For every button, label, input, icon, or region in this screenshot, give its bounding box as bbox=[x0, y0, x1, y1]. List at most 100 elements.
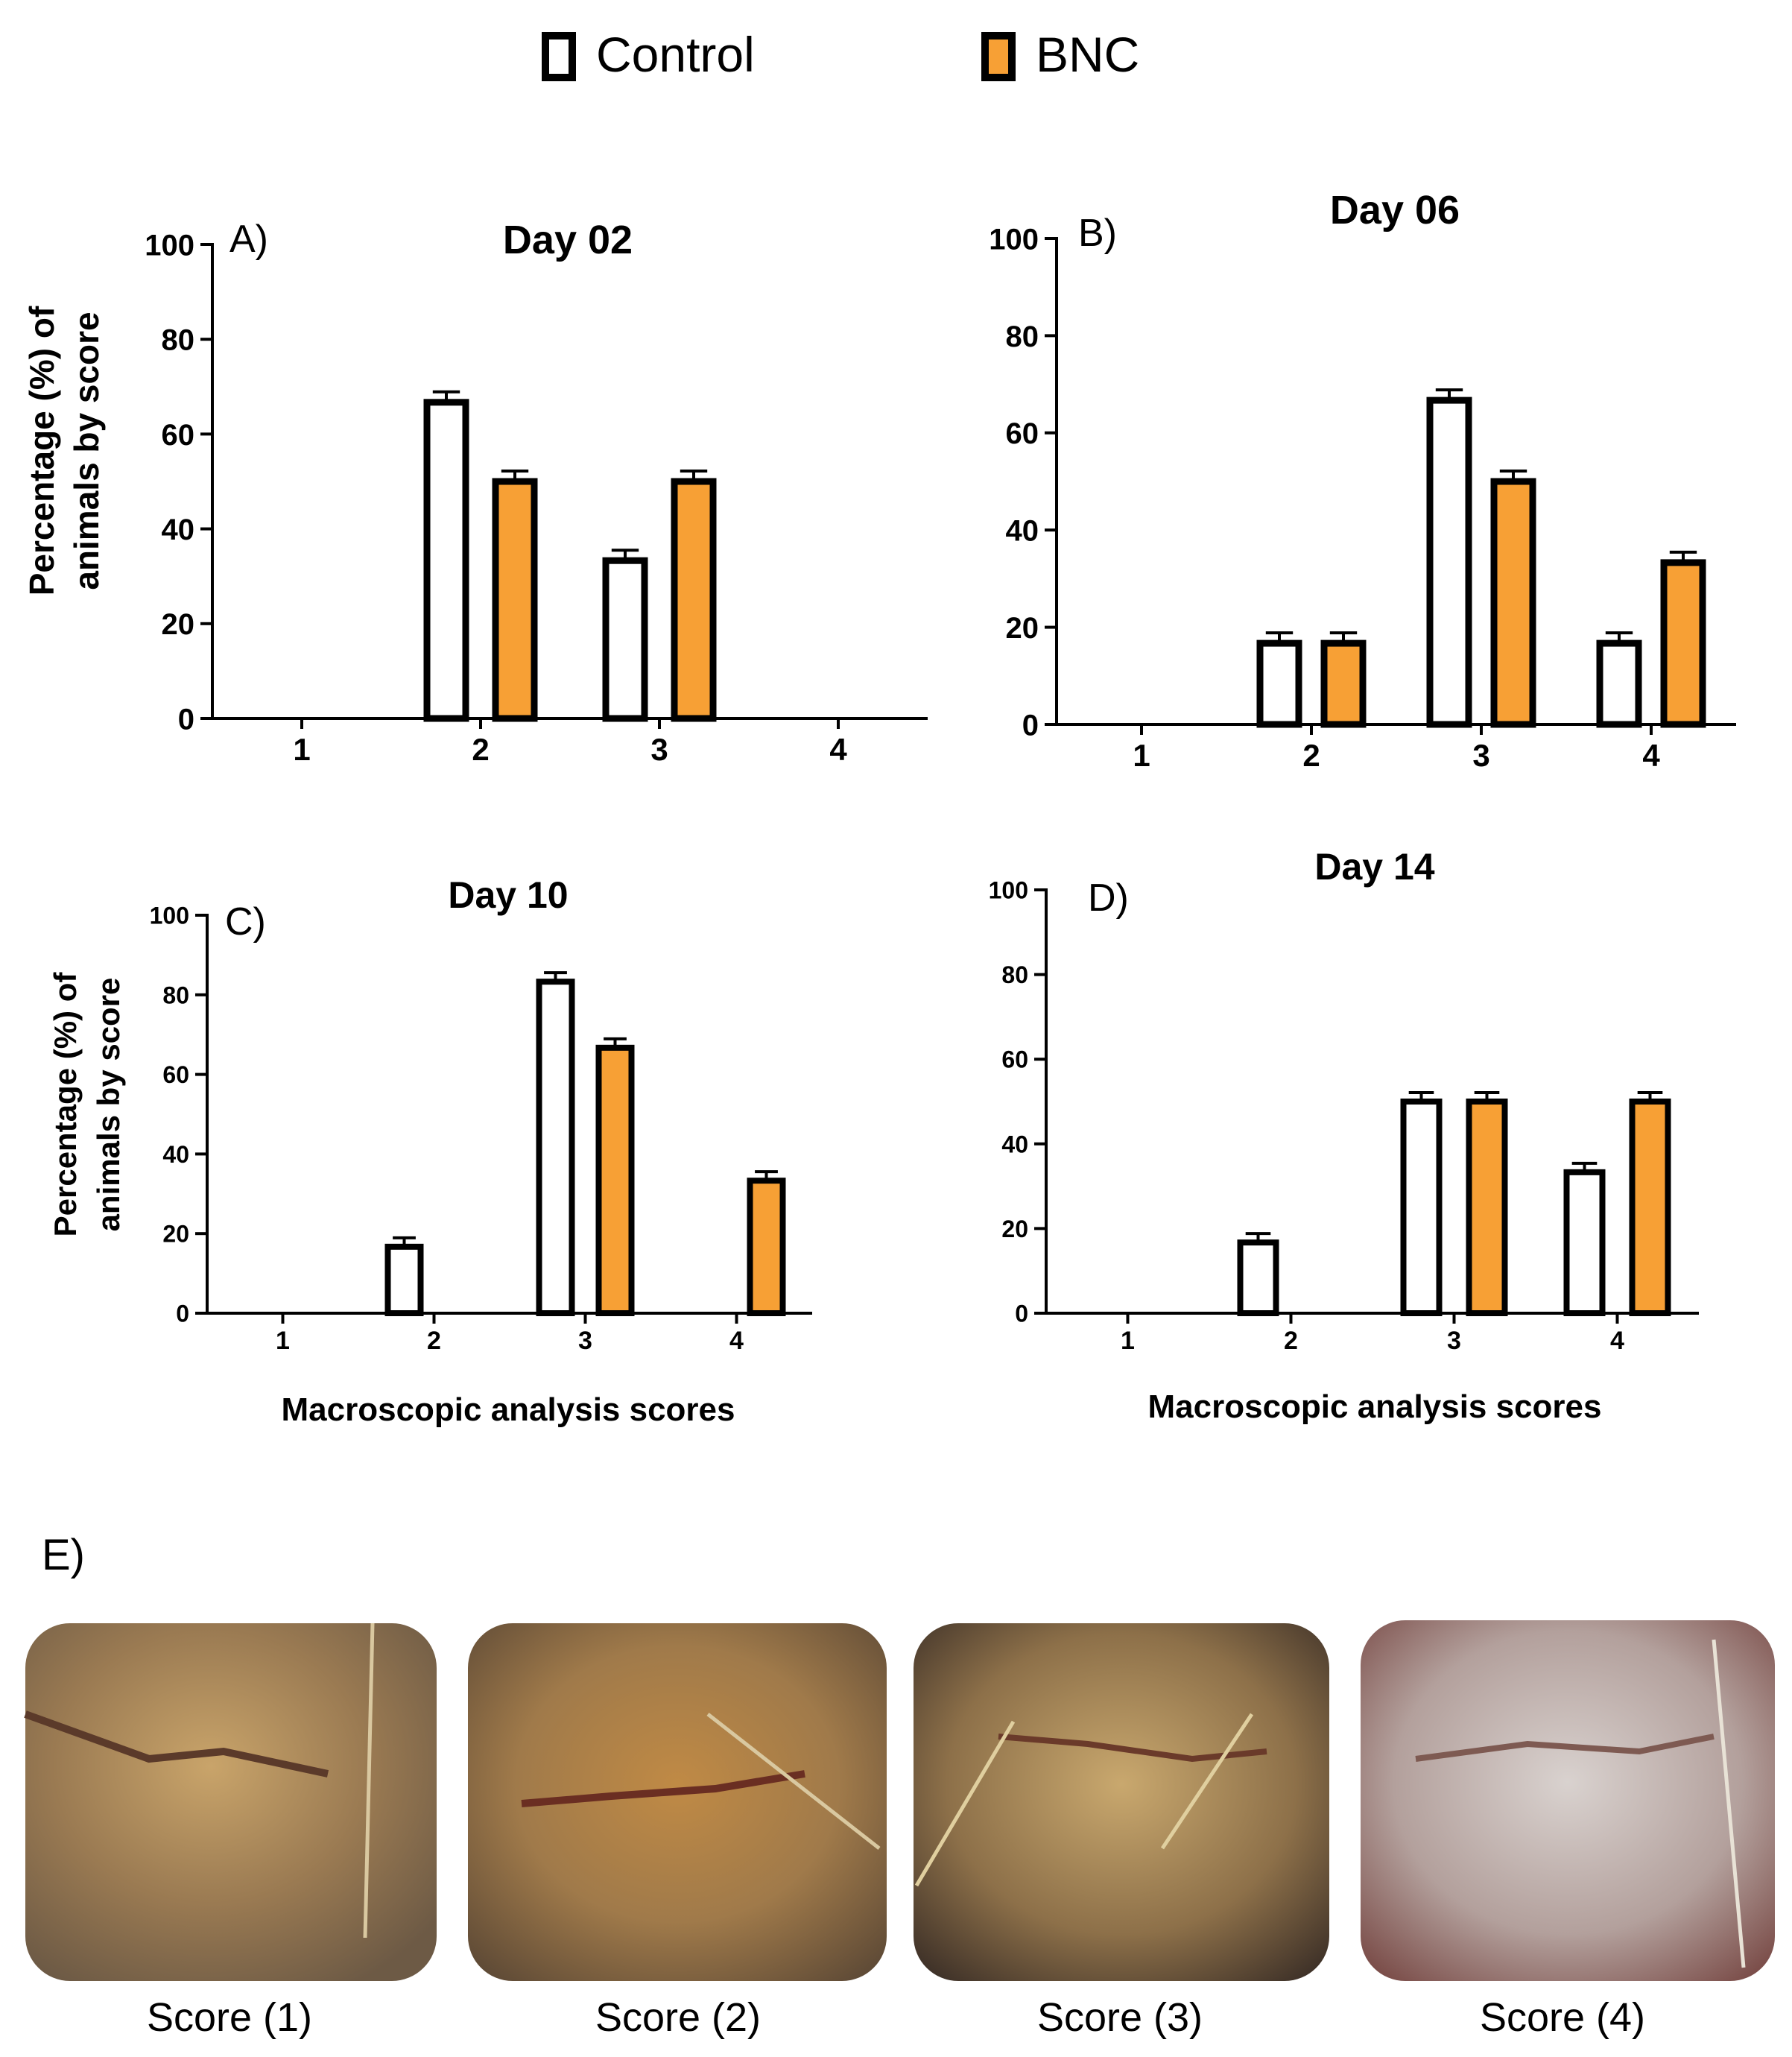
error-bar-bnc-score-4 bbox=[1637, 1091, 1663, 1102]
photo-score-2: Score (2) bbox=[468, 1623, 887, 2040]
legend-label-control: Control bbox=[596, 27, 755, 82]
error-bar-control-score-3 bbox=[1435, 388, 1463, 401]
y-tick-label: 20 bbox=[1001, 1216, 1028, 1242]
y-tick-label: 80 bbox=[162, 324, 195, 357]
bar-control-score-2 bbox=[1256, 639, 1302, 728]
x-tick-label: 1 bbox=[293, 732, 310, 767]
y-axis-title-line2: animals by score bbox=[67, 312, 106, 590]
y-tick-label: 60 bbox=[162, 1061, 189, 1088]
x-tick-label: 4 bbox=[829, 732, 847, 767]
photo-caption: Score (1) bbox=[147, 1995, 312, 2040]
error-bar-control-score-3 bbox=[611, 549, 639, 561]
error-bar-bnc-score-3 bbox=[1474, 1091, 1500, 1102]
y-tick-label: 100 bbox=[145, 229, 194, 262]
x-tick-label: 1 bbox=[1133, 738, 1150, 773]
x-tick-label: 4 bbox=[1610, 1327, 1624, 1355]
error-bar-control-score-4 bbox=[1571, 1161, 1598, 1172]
bar-control-score-3 bbox=[1400, 1099, 1443, 1316]
bar-bnc-score-3 bbox=[1466, 1099, 1508, 1316]
panel-a-day-02: A) Day 02 Percentage (%) of animals by s… bbox=[22, 218, 928, 767]
panel-letter: C) bbox=[225, 900, 266, 944]
error-bar-bnc-score-3 bbox=[604, 1037, 627, 1048]
panel-b-day-06: B) Day 06 0 20 40 60 80 100 1 2 3 4 bbox=[989, 188, 1736, 773]
suture-thread bbox=[363, 1622, 375, 1938]
error-bar-control-score-3 bbox=[1408, 1091, 1434, 1102]
bar-control-score-4 bbox=[1563, 1169, 1606, 1316]
y-axis-title-line2: animals by score bbox=[91, 978, 126, 1232]
y-tick-label: 20 bbox=[162, 1221, 189, 1248]
y-tick-label: 40 bbox=[162, 1141, 189, 1168]
bar-control-score-2 bbox=[423, 399, 469, 722]
x-tick-label: 3 bbox=[650, 732, 668, 767]
y-tick-label: 40 bbox=[1001, 1131, 1028, 1157]
error-bar-control-score-2 bbox=[1265, 631, 1294, 644]
legend-item-bnc: BNC bbox=[981, 27, 1139, 82]
bar-bnc-score-4 bbox=[1660, 559, 1706, 728]
bar-bnc-score-3 bbox=[1490, 478, 1536, 728]
bar-control-score-2 bbox=[384, 1243, 424, 1317]
x-axis-title: Macroscopic analysis scores bbox=[282, 1391, 735, 1428]
error-bar-control-score-2 bbox=[1245, 1232, 1271, 1243]
x-tick-label: 2 bbox=[1284, 1327, 1298, 1355]
panel-title: Day 14 bbox=[1314, 846, 1434, 888]
photo-caption: Score (2) bbox=[595, 1995, 761, 2040]
suture-thread bbox=[1712, 1639, 1746, 1968]
x-tick-label: 3 bbox=[578, 1327, 592, 1355]
error-bar-bnc-score-3 bbox=[1499, 470, 1527, 481]
y-tick-label: 0 bbox=[176, 1301, 189, 1327]
x-tick-label: 3 bbox=[1472, 738, 1489, 773]
bar-bnc-score-4 bbox=[747, 1178, 786, 1316]
bar-control-score-2 bbox=[1237, 1239, 1279, 1317]
error-bar-control-score-2 bbox=[393, 1236, 416, 1247]
error-bar-control-score-3 bbox=[544, 971, 567, 982]
legend-swatch-bnc bbox=[981, 32, 1016, 81]
wound-photo bbox=[914, 1623, 1329, 1981]
suture-thread bbox=[914, 1713, 1254, 1887]
legend-swatch-control bbox=[542, 32, 576, 81]
y-tick-label: 60 bbox=[1001, 1046, 1028, 1073]
y-tick-label: 40 bbox=[162, 514, 195, 546]
plot-area: 0 20 40 60 80 100 1 2 3 4 bbox=[989, 877, 1699, 1355]
x-tick-label: 4 bbox=[1642, 738, 1660, 773]
panel-e-photos: E) Score (1) Score (2) Score (3) Score (… bbox=[24, 1531, 1775, 2040]
x-tick-label: 2 bbox=[472, 732, 489, 767]
y-tick-label: 60 bbox=[1006, 417, 1039, 450]
suture-thread bbox=[706, 1713, 881, 1850]
panel-letter: A) bbox=[229, 218, 268, 261]
error-bar-bnc-score-4 bbox=[755, 1170, 778, 1181]
suture-line bbox=[1415, 1734, 1715, 1762]
y-tick-label: 80 bbox=[162, 982, 189, 1008]
photo-score-4: Score (4) bbox=[1361, 1620, 1775, 2040]
wound-photo bbox=[25, 1623, 437, 1981]
error-bar-bnc-score-2 bbox=[1329, 631, 1358, 644]
x-tick-label: 1 bbox=[276, 1327, 290, 1355]
photo-score-3: Score (3) bbox=[914, 1623, 1329, 2040]
legend: Control BNC bbox=[542, 27, 1139, 82]
error-bar-control-score-4 bbox=[1605, 631, 1633, 644]
bar-control-score-3 bbox=[1426, 396, 1472, 728]
legend-label-bnc: BNC bbox=[1036, 27, 1139, 82]
x-tick-label: 3 bbox=[1447, 1327, 1461, 1355]
wound-photo bbox=[468, 1623, 887, 1981]
y-axis-title-line1: Percentage (%) of bbox=[22, 306, 61, 595]
plot-area: 0 20 40 60 80 100 1 2 3 4 bbox=[150, 903, 812, 1355]
panel-letter: E) bbox=[42, 1531, 85, 1579]
panel-letter: B) bbox=[1078, 212, 1117, 255]
y-tick-label: 20 bbox=[162, 608, 195, 641]
y-tick-label: 40 bbox=[1006, 515, 1039, 548]
y-tick-label: 0 bbox=[1015, 1301, 1028, 1327]
y-tick-label: 100 bbox=[150, 903, 189, 929]
legend-item-control: Control bbox=[542, 27, 755, 82]
panel-title: Day 02 bbox=[503, 218, 633, 262]
y-tick-label: 100 bbox=[989, 223, 1039, 256]
wound-photo bbox=[1361, 1620, 1775, 1981]
bar-bnc-score-3 bbox=[671, 478, 717, 722]
bar-control-score-3 bbox=[536, 979, 575, 1316]
y-tick-label: 80 bbox=[1001, 961, 1028, 988]
x-axis-title: Macroscopic analysis scores bbox=[1148, 1388, 1602, 1425]
y-tick-label: 0 bbox=[178, 703, 194, 736]
suture-line bbox=[24, 1710, 329, 1778]
bar-bnc-score-3 bbox=[595, 1044, 635, 1317]
y-axis-title-line1: Percentage (%) of bbox=[48, 972, 83, 1237]
